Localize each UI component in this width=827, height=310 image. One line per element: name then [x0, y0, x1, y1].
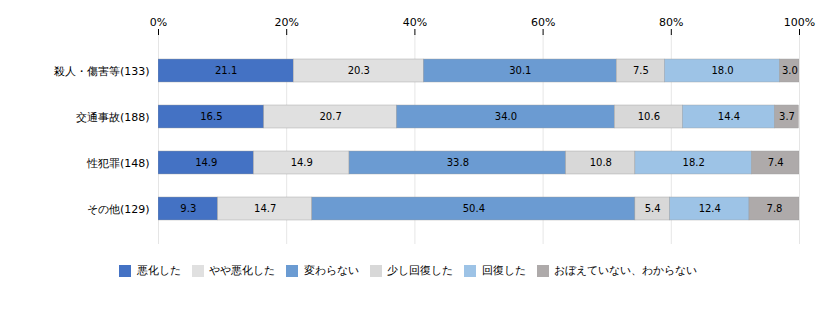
svg-text:34.0: 34.0	[495, 111, 517, 122]
svg-text:50.4: 50.4	[463, 203, 485, 214]
svg-text:100%: 100%	[784, 16, 815, 29]
svg-text:14.7: 14.7	[254, 203, 276, 214]
svg-text:10.6: 10.6	[638, 111, 660, 122]
html-text:やや悪化した: やや悪化した	[209, 264, 275, 277]
svg-text:40%: 40%	[403, 16, 427, 29]
svg-text:14.9: 14.9	[291, 157, 313, 168]
svg-text:14.9: 14.9	[195, 157, 217, 168]
svg-text:性犯罪(148): 性犯罪(148)	[86, 157, 150, 170]
svg-text:18.2: 18.2	[683, 157, 705, 168]
svg-text:0%: 0%	[150, 16, 167, 29]
svg-text:12.4: 12.4	[699, 203, 721, 214]
html-text:変わらない: 変わらない	[303, 264, 359, 277]
html-text:悪化した: 悪化した	[136, 264, 181, 277]
svg-text:5.4: 5.4	[645, 203, 661, 214]
html-text:回復した: 回復した	[481, 264, 526, 277]
svg-text:3.0: 3.0	[782, 65, 798, 76]
svg-text:10.8: 10.8	[590, 157, 612, 168]
svg-text:7.5: 7.5	[633, 65, 649, 76]
svg-text:20.3: 20.3	[348, 65, 370, 76]
svg-text:16.5: 16.5	[200, 111, 222, 122]
svg-text:7.8: 7.8	[767, 203, 783, 214]
svg-text:14.4: 14.4	[718, 111, 740, 122]
svg-text:30.1: 30.1	[509, 65, 531, 76]
svg-text:33.8: 33.8	[447, 157, 469, 168]
html-text:少し回復した: 少し回復した	[387, 264, 453, 277]
svg-text:交通事故(188): 交通事故(188)	[76, 111, 150, 124]
svg-text:80%: 80%	[659, 16, 683, 29]
svg-text:20.7: 20.7	[319, 111, 341, 122]
svg-text:60%: 60%	[531, 16, 555, 29]
svg-text:9.3: 9.3	[180, 203, 196, 214]
svg-text:その他(129): その他(129)	[87, 203, 150, 216]
svg-text:3.7: 3.7	[779, 111, 795, 122]
svg-text:7.4: 7.4	[768, 157, 784, 168]
svg-text:殺人・傷害等(133): 殺人・傷害等(133)	[54, 65, 150, 78]
svg-text:20%: 20%	[274, 16, 298, 29]
svg-text:21.1: 21.1	[215, 65, 237, 76]
svg-text:18.0: 18.0	[711, 65, 733, 76]
html-text:おぼえていない、わからない: おぼえていない、わからない	[554, 264, 697, 277]
